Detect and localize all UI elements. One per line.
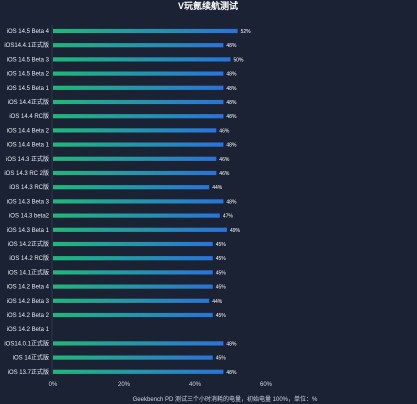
category-label: iOS 14.2正式版 — [8, 240, 49, 248]
category-label: iOS 14.5 Beta 3 — [7, 57, 50, 63]
value-label: 48% — [226, 341, 237, 347]
category-label: iOS 14.3 beta2 — [9, 214, 50, 220]
category-label: iOS 14.2 RC版 — [9, 254, 49, 262]
category-label: iOS 14.5 Beta 2 — [7, 72, 50, 78]
category-label: iOS 14.4 Beta 1 — [7, 143, 50, 149]
value-label: 52% — [241, 29, 252, 35]
bar — [53, 213, 220, 218]
value-label: 45% — [216, 242, 227, 248]
x-tick-label: 60% — [260, 382, 273, 388]
category-label: iOS 14.3 RC 2版 — [4, 169, 49, 177]
value-label: 45% — [216, 313, 227, 319]
value-label: 48% — [226, 143, 237, 149]
x-tick-label: 20% — [118, 382, 131, 388]
bar — [53, 43, 224, 48]
bar — [53, 85, 224, 90]
category-label: iOS 14.2 Beta 3 — [7, 299, 50, 305]
bar — [53, 185, 210, 190]
category-label: iOS 14.2 Beta 4 — [7, 285, 50, 291]
value-label: 45% — [216, 270, 227, 276]
bar — [53, 142, 224, 147]
value-label: 48% — [226, 86, 237, 92]
bar — [53, 170, 217, 176]
bar — [53, 355, 213, 360]
bar — [53, 99, 224, 105]
bar — [53, 57, 231, 62]
value-label: 46% — [219, 171, 230, 177]
chart-title: V玩氪续航测试 — [178, 0, 238, 11]
category-label: iOS 14.4 Beta 2 — [7, 128, 50, 134]
bar — [53, 71, 224, 76]
value-label: 50% — [234, 57, 245, 63]
category-label: iOS 14.5 Beta 4 — [7, 29, 50, 35]
bar — [53, 156, 217, 161]
value-label: 44% — [212, 299, 223, 305]
bar — [53, 298, 210, 303]
value-label: 48% — [226, 100, 237, 106]
bar — [53, 199, 224, 204]
bar — [53, 256, 213, 261]
category-label: iOS 14.3 RC版 — [9, 183, 49, 191]
category-label: iOS 14.2 Beta 2 — [7, 313, 50, 319]
value-label: 48% — [226, 72, 237, 78]
category-label: iOS 14.1正式版 — [8, 268, 49, 276]
category-label: iOS 14.5 Beta 1 — [7, 86, 50, 92]
x-axis-label: Geekbench PD 测试三个小时消耗的电量，初始电量 100%，单位：% — [133, 395, 318, 403]
bar — [53, 284, 213, 289]
category-label: iOS 14.3 Beta 1 — [7, 228, 50, 234]
bar — [53, 114, 224, 119]
value-label: 48% — [226, 370, 237, 376]
x-tick-label: 0% — [49, 382, 58, 388]
value-label: 46% — [219, 157, 230, 163]
value-label: 45% — [216, 256, 227, 262]
category-label: iOS 13.7正式版 — [8, 368, 49, 376]
x-ticks-group: 0% 20% 40% 60% — [49, 382, 273, 388]
value-label: 48% — [226, 199, 237, 205]
bars-group: iOS 14.5 Beta 4 52% iOS14.4.1正式版 48% iOS 14.… — [4, 28, 252, 376]
category-label: iOS 14正式版 — [13, 354, 49, 362]
category-label: iOS 14.4 RC版 — [9, 112, 49, 120]
category-label: iOS 14.4正式版 — [8, 98, 49, 106]
value-label: 45% — [216, 356, 227, 362]
value-label: 46% — [219, 128, 230, 134]
bar — [53, 369, 224, 374]
category-label: iOS 14.3 Beta 3 — [7, 199, 50, 205]
category-label: iOS14.0.1正式版 — [4, 339, 49, 347]
x-tick-label: 40% — [189, 382, 202, 388]
value-label: 45% — [216, 285, 227, 291]
value-label: 48% — [226, 43, 237, 49]
bar — [53, 312, 213, 318]
category-label: iOS 14.2 Beta 1 — [7, 327, 50, 333]
bar — [53, 241, 213, 247]
category-label: iOS 14.3 正式版 — [6, 155, 49, 163]
value-label: 44% — [212, 185, 223, 191]
bar — [53, 28, 238, 34]
bar — [53, 227, 227, 232]
value-label: 47% — [223, 214, 234, 220]
value-label: 48% — [226, 114, 237, 120]
category-label: iOS14.4.1正式版 — [4, 41, 49, 49]
bar — [53, 341, 224, 346]
value-label: 49% — [230, 228, 241, 234]
bar — [53, 270, 213, 275]
bar — [53, 128, 217, 133]
